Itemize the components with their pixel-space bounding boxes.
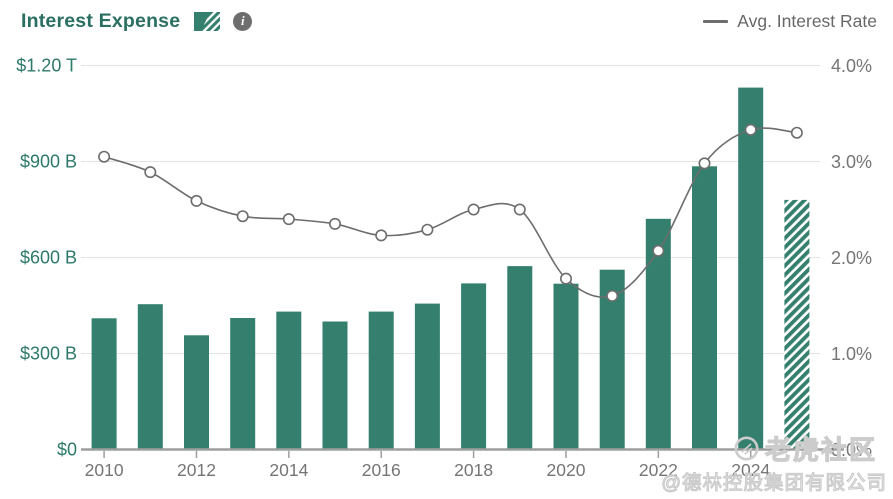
point-2014[interactable] <box>282 213 295 226</box>
interest-expense-legend-swatch <box>194 11 221 31</box>
y-left-label-900: $900 B <box>20 152 77 172</box>
line-legend-label: Avg. Interest Rate <box>737 10 877 31</box>
point-2018[interactable] <box>467 203 480 216</box>
y-right-label-3: 3.0% <box>831 152 872 172</box>
x-label-2016: 2016 <box>362 460 401 480</box>
bar-2018[interactable] <box>461 283 487 450</box>
point-2016[interactable] <box>375 229 388 242</box>
bar-2013[interactable] <box>230 318 256 450</box>
point-2019[interactable] <box>513 203 526 216</box>
bar-2022[interactable] <box>645 218 671 450</box>
left-legend: Interest Expense i <box>21 9 253 33</box>
x-label-2010: 2010 <box>85 460 124 480</box>
y-right-label-2: 2.0% <box>831 248 872 268</box>
point-2012[interactable] <box>190 194 203 207</box>
bar-2025[interactable] <box>784 199 810 450</box>
point-2023[interactable] <box>698 157 711 170</box>
point-2013[interactable] <box>236 210 249 223</box>
chart-header: Interest Expense i Avg. Interest Rate <box>0 0 893 40</box>
x-label-2012: 2012 <box>177 460 216 480</box>
line-legend-swatch <box>703 19 729 23</box>
x-label-2018: 2018 <box>454 460 493 480</box>
point-2025[interactable] <box>790 126 803 139</box>
y-left-label-300: $300 B <box>20 344 77 364</box>
bar-2011[interactable] <box>137 304 163 450</box>
point-2022[interactable] <box>652 244 665 257</box>
bar-2010[interactable] <box>91 318 117 450</box>
point-2017[interactable] <box>421 223 434 236</box>
point-2010[interactable] <box>98 150 111 163</box>
avg-interest-rate-line <box>103 127 797 298</box>
bar-2017[interactable] <box>414 303 440 450</box>
bar-2014[interactable] <box>276 311 302 450</box>
x-label-2022: 2022 <box>639 460 678 480</box>
point-2021[interactable] <box>606 289 619 302</box>
y-right-label-1: 1.0% <box>831 344 872 364</box>
y-left-label-0: $0 <box>57 440 77 460</box>
point-2024[interactable] <box>744 123 757 136</box>
right-legend: Avg. Interest Rate <box>703 11 877 32</box>
bar-2012[interactable] <box>184 335 209 450</box>
info-icon-glyph: i <box>240 13 245 28</box>
point-2011[interactable] <box>144 166 157 179</box>
point-2015[interactable] <box>328 217 341 230</box>
bar-2020[interactable] <box>553 283 579 450</box>
y-right-label-0: 0.0% <box>831 440 872 460</box>
bar-2016[interactable] <box>368 311 394 450</box>
bar-2023[interactable] <box>692 166 717 450</box>
y-right-label-4: 4.0% <box>831 56 872 76</box>
y-left-label-1200: $1.20 T <box>16 56 77 76</box>
bar-2019[interactable] <box>507 266 533 450</box>
x-label-2020: 2020 <box>547 460 586 480</box>
y-left-label-600: $600 B <box>20 248 77 268</box>
chart-title: Interest Expense <box>21 9 181 32</box>
x-label-2014: 2014 <box>269 460 308 480</box>
info-icon[interactable]: i <box>233 11 253 31</box>
x-label-2024: 2024 <box>731 460 770 480</box>
bar-2015[interactable] <box>322 321 348 450</box>
point-2020[interactable] <box>559 272 572 285</box>
bar-2024[interactable] <box>738 87 764 450</box>
